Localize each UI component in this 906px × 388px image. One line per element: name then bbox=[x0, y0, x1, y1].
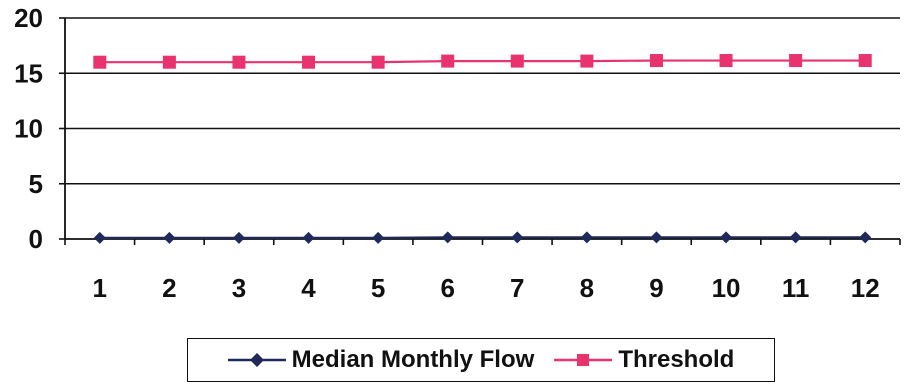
data-point-marker bbox=[93, 231, 106, 244]
data-point-marker bbox=[511, 231, 524, 244]
data-point-marker bbox=[163, 231, 176, 244]
data-point-marker bbox=[302, 231, 315, 244]
data-point-marker bbox=[232, 55, 246, 69]
y-axis-ticks: 0 5 10 15 20 bbox=[14, 3, 65, 254]
data-point-marker bbox=[93, 55, 107, 69]
data-point-marker bbox=[720, 231, 733, 244]
data-point-marker bbox=[441, 54, 455, 68]
data-point-marker bbox=[789, 54, 803, 68]
y-tick-label: 0 bbox=[29, 224, 43, 254]
x-axis-ticks: 1 2 3 4 5 6 7 8 9 10 11 12 bbox=[64, 239, 901, 303]
y-tick-label: 15 bbox=[14, 58, 43, 88]
data-point-marker bbox=[650, 231, 663, 244]
series-line bbox=[99, 59, 866, 64]
data-point-marker bbox=[580, 54, 594, 68]
data-point-marker bbox=[371, 55, 385, 69]
x-tick-label: 5 bbox=[371, 273, 385, 303]
x-tick-label: 6 bbox=[440, 273, 454, 303]
legend-item-threshold: Threshold bbox=[554, 346, 734, 374]
data-point-marker bbox=[789, 231, 802, 244]
x-tick-label: 9 bbox=[649, 273, 663, 303]
data-point-marker bbox=[510, 54, 524, 68]
x-tick-label: 4 bbox=[301, 273, 316, 303]
data-point-marker bbox=[858, 54, 872, 68]
y-tick-label: 5 bbox=[29, 169, 43, 199]
y-tick-label: 10 bbox=[14, 114, 43, 144]
data-point-marker bbox=[441, 231, 454, 244]
diamond-marker-icon bbox=[227, 353, 286, 367]
x-tick-label: 1 bbox=[93, 273, 107, 303]
legend: Median Monthly Flow Threshold bbox=[187, 338, 775, 382]
x-tick-label: 7 bbox=[510, 273, 524, 303]
square-marker-icon bbox=[554, 354, 613, 366]
x-tick-label: 2 bbox=[162, 273, 176, 303]
gridlines bbox=[65, 17, 900, 185]
data-point-marker bbox=[580, 231, 593, 244]
x-tick-label: 11 bbox=[782, 273, 810, 303]
series-line bbox=[99, 236, 866, 239]
series-1 bbox=[93, 54, 872, 69]
legend-item-median-monthly-flow: Median Monthly Flow bbox=[227, 346, 535, 374]
x-tick-label: 8 bbox=[580, 273, 594, 303]
data-point-marker bbox=[302, 55, 316, 69]
y-tick-label: 20 bbox=[14, 3, 43, 33]
data-point-marker bbox=[719, 54, 733, 68]
series-layer bbox=[93, 54, 872, 244]
data-point-marker bbox=[372, 231, 385, 244]
data-point-marker bbox=[162, 55, 176, 69]
x-tick-label: 10 bbox=[712, 273, 741, 303]
x-tick-label: 12 bbox=[851, 273, 880, 303]
series-0 bbox=[93, 231, 872, 244]
data-point-marker bbox=[859, 231, 872, 244]
legend-label-median-monthly-flow: Median Monthly Flow bbox=[291, 346, 535, 373]
data-point-marker bbox=[232, 231, 245, 244]
legend-label-threshold: Threshold bbox=[618, 346, 735, 373]
x-tick-label: 3 bbox=[232, 273, 246, 303]
data-point-marker bbox=[649, 54, 663, 68]
